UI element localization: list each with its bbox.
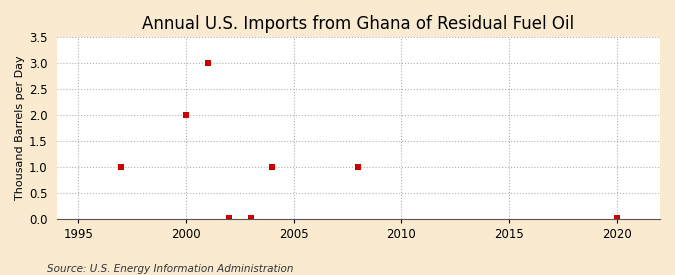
Text: Source: U.S. Energy Information Administration: Source: U.S. Energy Information Administ… xyxy=(47,264,294,274)
Y-axis label: Thousand Barrels per Day: Thousand Barrels per Day xyxy=(15,56,25,200)
Title: Annual U.S. Imports from Ghana of Residual Fuel Oil: Annual U.S. Imports from Ghana of Residu… xyxy=(142,15,574,33)
